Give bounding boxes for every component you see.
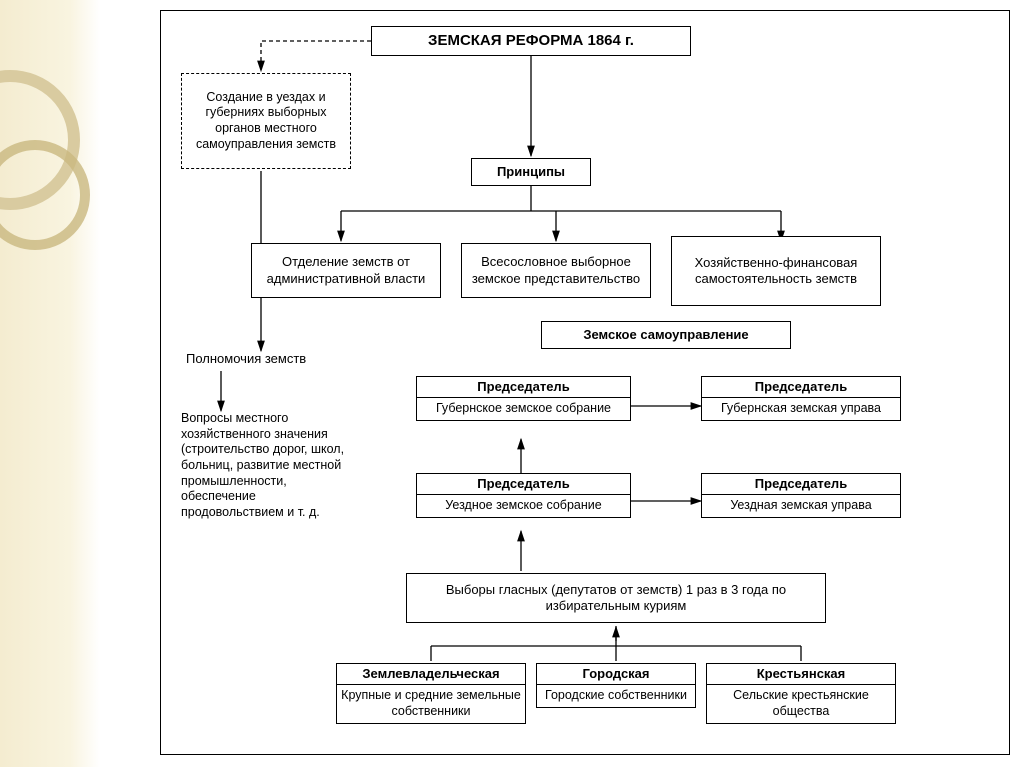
curia-body: Крупные и средние земельные собственники [337, 685, 525, 722]
decorative-strip [0, 0, 100, 767]
pred-header: Председатель [702, 474, 900, 495]
principle-text: Отделение земств от административной вла… [256, 254, 436, 287]
pred-header: Председатель [417, 474, 630, 495]
pred-header: Председатель [702, 377, 900, 398]
pred-header: Председатель [417, 377, 630, 398]
creation-text: Создание в уездах и губерниях выборных о… [186, 90, 346, 153]
gub-sobr-body: Губернское земское собрание [417, 398, 630, 420]
uezd-sobranie: Председатель Уездное земское собрание [416, 473, 631, 518]
principle-text: Всесословное выборное земское представит… [466, 254, 646, 287]
self-gov-label: Земское самоуправление [546, 327, 786, 343]
principles-box: Принципы [471, 158, 591, 186]
principle-text: Хозяйственно-финансовая самостоятельност… [676, 255, 876, 288]
powers-text: Вопросы местного хозяйственного значения… [181, 411, 356, 520]
curia-head: Крестьянская [707, 664, 895, 685]
gub-upr-body: Губернская земская управа [702, 398, 900, 420]
curia-2: Городская Городские собственники [536, 663, 696, 708]
uezd-sobr-body: Уездное земское собрание [417, 495, 630, 517]
gub-sobranie: Председатель Губернское земское собрание [416, 376, 631, 421]
principle-1: Отделение земств от административной вла… [251, 243, 441, 298]
powers-label: Полномочия земств [186, 351, 316, 367]
title-box: ЗЕМСКАЯ РЕФОРМА 1864 г. [371, 26, 691, 56]
curia-body: Сельские крестьянские общества [707, 685, 895, 722]
elections-text: Выборы гласных (депутатов от земств) 1 р… [411, 582, 821, 615]
creation-box: Создание в уездах и губерниях выборных о… [181, 73, 351, 169]
principles-label: Принципы [476, 164, 586, 180]
title-text: ЗЕМСКАЯ РЕФОРМА 1864 г. [376, 32, 686, 51]
principle-2: Всесословное выборное земское представит… [461, 243, 651, 298]
curia-body: Городские собственники [537, 685, 695, 707]
uezd-upr-body: Уездная земская управа [702, 495, 900, 517]
diagram-frame: ЗЕМСКАЯ РЕФОРМА 1864 г. Создание в уезда… [160, 10, 1010, 755]
curia-3: Крестьянская Сельские крестьянские общес… [706, 663, 896, 724]
gub-uprava: Председатель Губернская земская управа [701, 376, 901, 421]
self-gov-box: Земское самоуправление [541, 321, 791, 349]
elections-box: Выборы гласных (депутатов от земств) 1 р… [406, 573, 826, 623]
curia-1: Землевладельческая Крупные и средние зем… [336, 663, 526, 724]
principle-3: Хозяйственно-финансовая самостоятельност… [671, 236, 881, 306]
curia-head: Землевладельческая [337, 664, 525, 685]
curia-head: Городская [537, 664, 695, 685]
uezd-uprava: Председатель Уездная земская управа [701, 473, 901, 518]
